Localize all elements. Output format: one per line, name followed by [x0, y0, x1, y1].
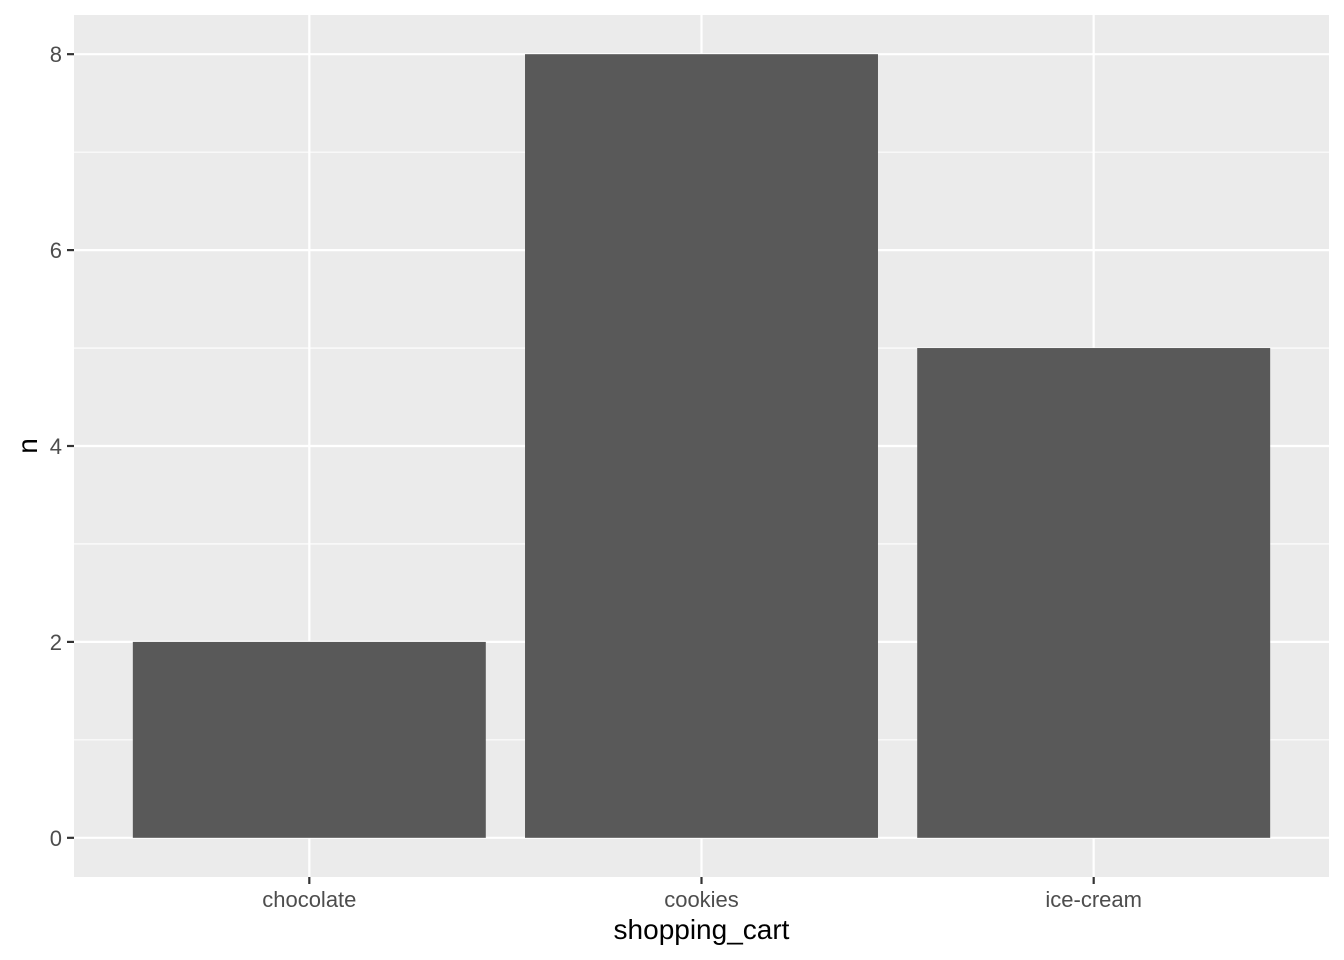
y-tick-label: 2	[50, 630, 62, 655]
bar-chocolate	[132, 641, 486, 838]
bars	[132, 54, 1271, 838]
y-tick-label: 6	[50, 238, 62, 263]
y-axis-title: n	[12, 438, 43, 454]
x-tick-label: cookies	[664, 887, 739, 912]
x-axis: chocolate cookies ice-cream	[262, 877, 1142, 912]
x-tick-label: ice-cream	[1045, 887, 1142, 912]
y-axis: 0 2 4 6 8	[50, 42, 74, 851]
x-axis-title: shopping_cart	[614, 914, 790, 945]
bar-ice-cream	[917, 348, 1271, 838]
bar-cookies	[525, 54, 878, 838]
x-tick-label: chocolate	[262, 887, 356, 912]
y-tick-label: 4	[50, 434, 62, 459]
y-tick-label: 0	[50, 826, 62, 851]
y-tick-label: 8	[50, 42, 62, 67]
